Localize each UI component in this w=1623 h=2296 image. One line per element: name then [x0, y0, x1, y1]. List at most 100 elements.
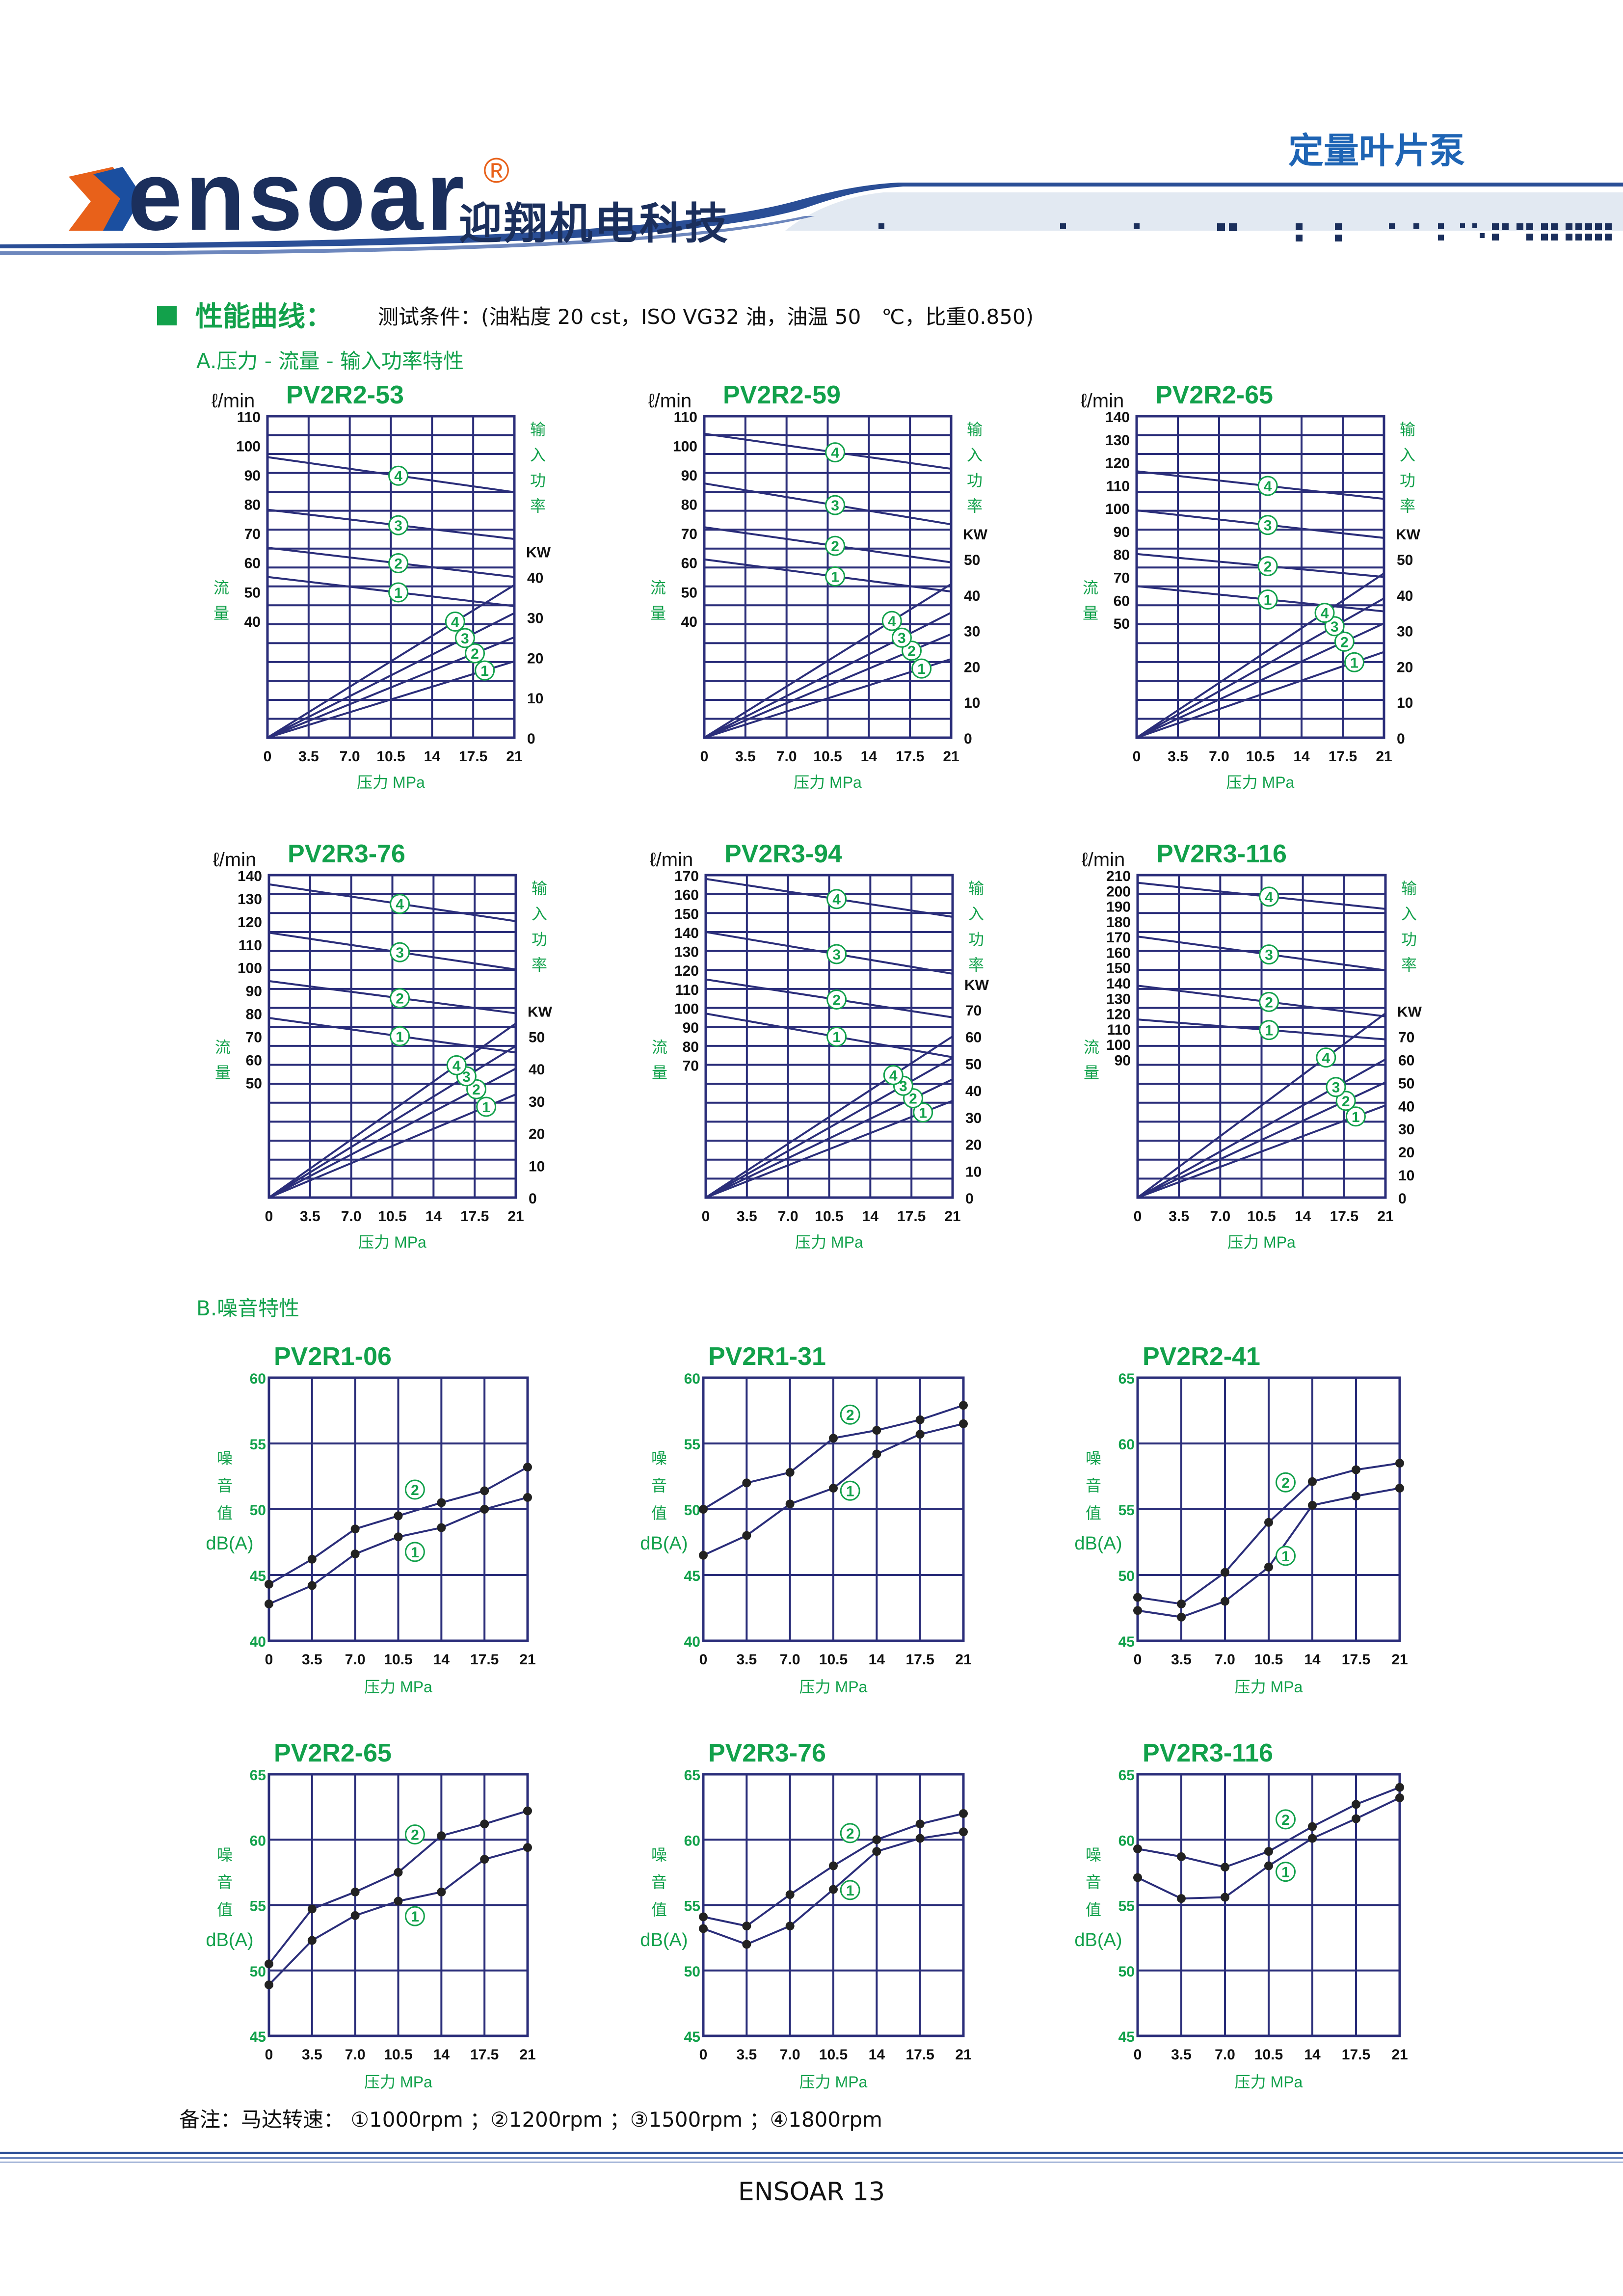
curve-marker-label: 1: [846, 1483, 854, 1499]
y-tick-label: 45: [684, 2029, 700, 2045]
power-tick-label: 30: [1397, 624, 1413, 640]
power-axis-label: 率: [532, 956, 547, 974]
flow-axis-label: 量: [215, 1064, 231, 1081]
noise-point: [959, 1401, 968, 1410]
x-tick-label: 0: [1133, 748, 1141, 765]
noise-point: [437, 1831, 446, 1841]
noise-point: [1264, 1861, 1273, 1870]
noise-point: [1308, 1500, 1317, 1510]
flow-axis-label: 流: [1084, 1038, 1099, 1056]
curve-marker: [404, 1906, 425, 1926]
curve-marker: [1257, 476, 1278, 496]
chart-title: PV2R1-31: [708, 1342, 826, 1371]
curve-marker-label: 1: [482, 1099, 490, 1116]
x-tick-label: 14: [433, 2047, 450, 2063]
curve-marker-label: 1: [1352, 1109, 1360, 1125]
curve-marker: [388, 515, 409, 535]
power-axis-label: 输: [532, 880, 547, 897]
x-tick-label: 0: [1134, 2047, 1142, 2063]
noise-point: [1352, 1800, 1360, 1809]
flow-tick-label: 70: [246, 1030, 262, 1046]
power-axis-label: 入: [1401, 905, 1417, 923]
noise-point: [742, 1531, 751, 1540]
x-tick-label: 17.5: [1342, 1652, 1370, 1668]
x-tick-label: 21: [519, 1652, 535, 1668]
noise-point: [1221, 1863, 1229, 1872]
noise-point: [872, 1847, 881, 1856]
x-tick-label: 10.5: [378, 1208, 406, 1225]
power-axis-label: 输: [968, 880, 984, 897]
curve-marker-label: 2: [411, 1827, 419, 1843]
curve-marker-label: 1: [1281, 1548, 1290, 1565]
y-tick-label: 60: [1118, 1437, 1135, 1453]
curve-marker-label: 1: [480, 663, 489, 679]
x-tick-label: 10.5: [384, 2047, 412, 2063]
noise-point: [480, 1855, 489, 1864]
noise-point: [829, 1885, 838, 1894]
power-tick-label: 50: [1397, 552, 1413, 568]
noise-axis-label: 值: [217, 1504, 233, 1522]
pq-chart-pv2r2-59: PV2R2-59ℓ/min110100908070605040504030201…: [648, 381, 988, 791]
noise-point: [1264, 1562, 1273, 1572]
noise-chart-pv2r1-06: PV2R1-06 60 55 50 45 40 噪音值 dB(A) 0 3.5 7.0 10.5 14 1…: [206, 1342, 535, 1696]
x-tick-label: 17.5: [896, 748, 924, 765]
curve-marker: [390, 988, 410, 1009]
curve-marker: [826, 889, 847, 909]
x-tick-label: 7.0: [1209, 748, 1229, 765]
x-tick-label: 17.5: [470, 1652, 499, 1668]
flow-tick-label: 50: [681, 585, 697, 601]
x-tick-label: 14: [862, 1208, 879, 1225]
plot-frame: [1136, 874, 1387, 1199]
x-tick-label: 14: [869, 2047, 885, 2063]
pq-chart-pv2r2-53: PV2R2-53ℓ/min110100908070605040403020100…: [212, 381, 551, 791]
y-tick-label: 45: [250, 1568, 266, 1584]
noise-point: [1264, 1847, 1273, 1856]
flow-unit-label: ℓ/min: [648, 390, 692, 412]
logo-wordmark: ensoar: [128, 141, 467, 251]
y-tick-label: 45: [1118, 2029, 1135, 2045]
curve-marker-label: 3: [1265, 947, 1273, 963]
y-tick-label: 45: [1118, 1634, 1135, 1650]
noise-point: [872, 1426, 881, 1435]
power-line-4: [703, 583, 952, 739]
noise-point: [1308, 1834, 1317, 1843]
x-tick-label: 3.5: [298, 748, 319, 765]
plot-grid: [266, 415, 516, 739]
flow-tick-label: 110: [1106, 478, 1130, 494]
flow-tick-label: 110: [675, 982, 699, 998]
flow-axis-label: 量: [652, 1064, 667, 1081]
x-tick-label: 3.5: [1171, 2047, 1192, 2063]
power-axis-label: 入: [968, 905, 984, 923]
power-unit-label: KW: [963, 527, 988, 543]
curve-marker-label: 2: [1340, 634, 1349, 650]
power-line-1: [1137, 1104, 1386, 1199]
curve-marker: [446, 1055, 467, 1075]
noise-axis-label: 音: [1086, 1477, 1101, 1495]
x-tick-label: 14: [426, 1208, 442, 1225]
power-tick-label: 0: [529, 1191, 537, 1207]
noise-point: [265, 1959, 273, 1969]
x-tick-label: 21: [943, 748, 959, 765]
flow-tick-label: 110: [239, 937, 262, 954]
curve-marker: [1335, 1091, 1356, 1111]
flow-axis-label: 量: [213, 604, 229, 622]
plot-grid: [1136, 1376, 1401, 1642]
power-axis-label: 功: [1400, 472, 1415, 489]
power-axis-label: 入: [532, 905, 547, 923]
noise-point: [265, 1980, 273, 1990]
power-axis-label: 功: [1401, 931, 1417, 948]
power-axis-label: 率: [530, 497, 546, 515]
x-axis-label: 压力 MPa: [357, 774, 425, 791]
curve-marker-label: 1: [1350, 655, 1358, 671]
power-axis-label: 输: [1401, 880, 1417, 897]
curve-marker-label: 2: [1265, 994, 1273, 1011]
noise-point: [785, 1468, 795, 1477]
power-tick-label: 10: [1397, 695, 1413, 711]
curve-marker: [1276, 1472, 1296, 1493]
x-tick-label: 0: [700, 748, 709, 765]
flow-tick-label: 60: [246, 1052, 262, 1068]
x-tick-label: 21: [1391, 1652, 1408, 1668]
x-tick-label: 17.5: [905, 2047, 934, 2063]
power-axis-label: 输: [1400, 421, 1415, 438]
curve-marker-label: 3: [1330, 619, 1339, 635]
